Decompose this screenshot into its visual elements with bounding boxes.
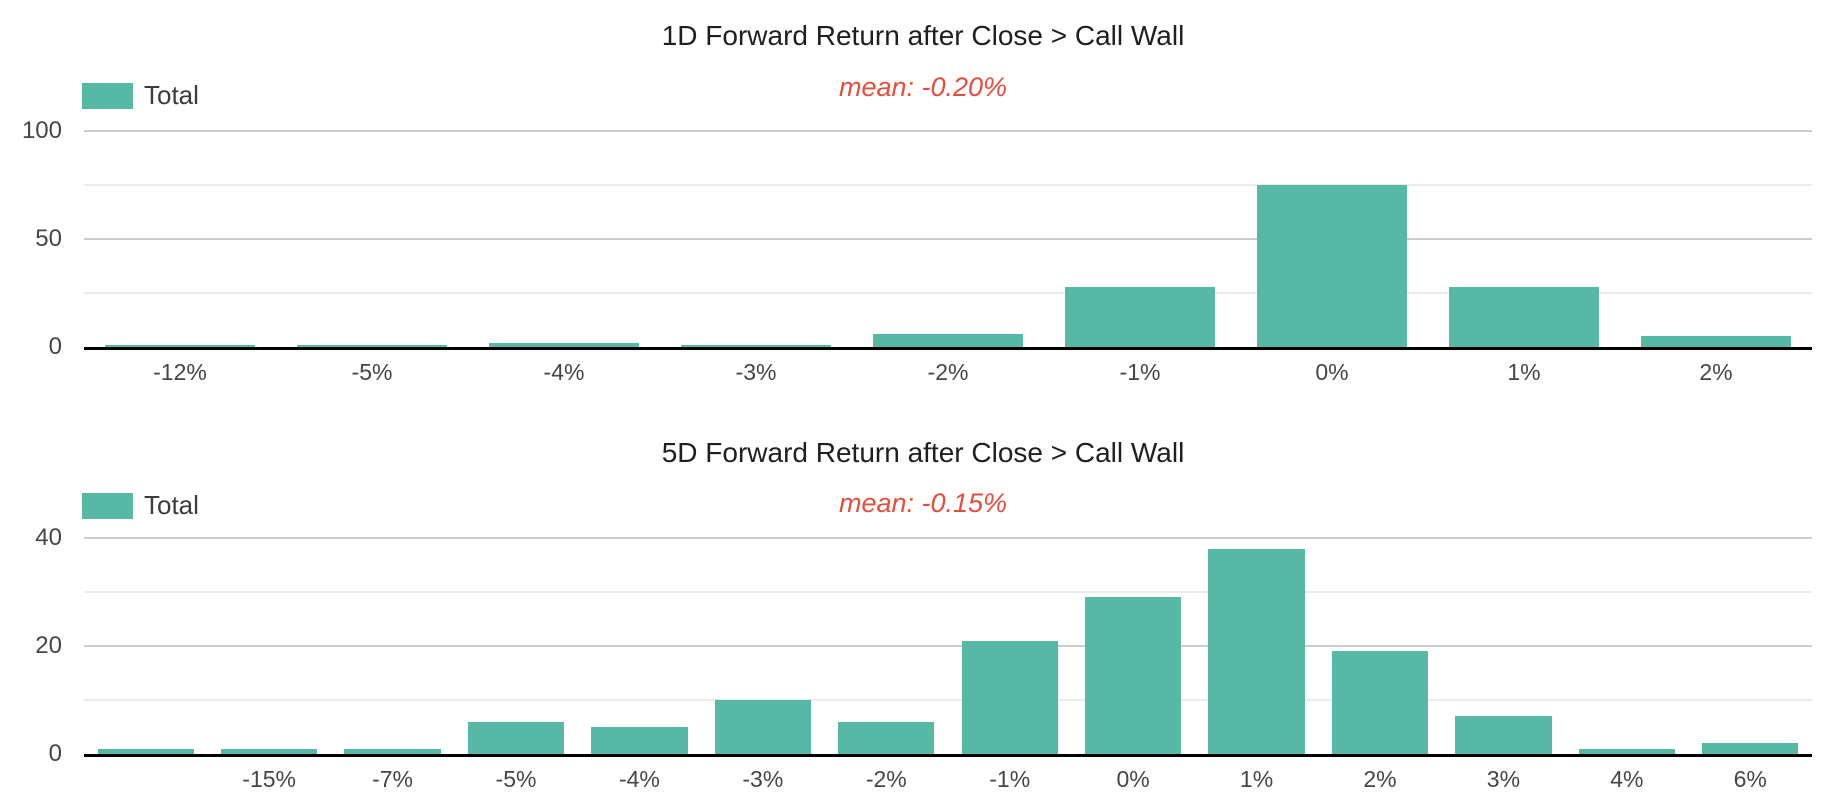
- y-axis: 0 50 100: [0, 118, 62, 360]
- bar: [1257, 185, 1407, 347]
- bar: [961, 640, 1058, 754]
- y-tick-label: 0: [48, 333, 62, 360]
- x-tick-label: -4%: [543, 359, 585, 385]
- bar: [467, 721, 565, 754]
- x-tick-label: 1%: [1507, 359, 1541, 385]
- legend-swatch-icon: [82, 82, 133, 109]
- x-tick-label: -3%: [735, 359, 777, 385]
- x-tick-label: 3%: [1486, 766, 1521, 792]
- x-tick-label: 1%: [1239, 766, 1274, 792]
- chart-title: 1D Forward Return after Close > Call Wal…: [661, 20, 1185, 51]
- y-tick-label: 40: [35, 524, 62, 551]
- plot-area: -15% -7% -5% -4% -3% -2% -1% 0% 1% 2% 3% 4% 6%: [84, 537, 1812, 792]
- bar: [344, 748, 441, 754]
- x-tick-label: -2%: [927, 359, 969, 385]
- x-tick-label: 6%: [1733, 766, 1767, 792]
- chart-5d-forward-return: 5D Forward Return after Close > Call Wal…: [0, 404, 1846, 808]
- bar: [873, 334, 1023, 347]
- chart-title: 5D Forward Return after Close > Call Wal…: [661, 437, 1185, 468]
- chart-legend: Total: [82, 490, 199, 521]
- bar: [105, 344, 255, 347]
- bar: [297, 344, 447, 347]
- bar: [1331, 651, 1429, 754]
- bar: [681, 344, 831, 347]
- y-tick-label: 50: [35, 225, 62, 252]
- legend-swatch-icon: [82, 492, 133, 519]
- x-tick-label: -5%: [351, 359, 393, 385]
- plot-area: -12% -5% -4% -3% -2% -1% 0% 1% 2%: [84, 130, 1812, 385]
- major-gridline: [84, 238, 1812, 240]
- bar: [1455, 716, 1552, 754]
- bar: [1208, 548, 1305, 754]
- x-tick-label: 4%: [1610, 766, 1644, 792]
- bar: [1578, 748, 1675, 754]
- x-tick-label: -4%: [618, 766, 660, 792]
- x-tick-label: -7%: [372, 766, 413, 792]
- major-gridline: [84, 130, 1812, 132]
- minor-gridline: [84, 184, 1812, 186]
- y-tick-label: 100: [21, 117, 62, 144]
- legend-label: Total: [144, 80, 199, 110]
- y-axis: 0 20 40: [0, 525, 62, 767]
- y-tick-label: 0: [48, 740, 62, 767]
- x-tick-label: 2%: [1699, 359, 1733, 385]
- mean-annotation: mean: -0.15%: [838, 488, 1008, 518]
- minor-gridline: [84, 292, 1812, 294]
- major-gridline: [84, 645, 1812, 647]
- x-tick-label: 0%: [1315, 359, 1349, 385]
- x-tick-label: -15%: [242, 766, 296, 792]
- chart-legend: Total: [82, 80, 199, 111]
- x-tick-label: 0%: [1116, 766, 1150, 792]
- x-tick-label: -1%: [989, 766, 1031, 792]
- x-tick-label: 2%: [1363, 766, 1397, 792]
- x-tick-label: -2%: [865, 766, 907, 792]
- minor-gridline: [84, 591, 1812, 593]
- bar: [1702, 743, 1799, 754]
- legend-label: Total: [144, 490, 199, 520]
- bar: [1065, 286, 1215, 347]
- mean-annotation: mean: -0.20%: [838, 72, 1008, 102]
- x-tick-label: -12%: [153, 359, 207, 385]
- y-tick-label: 20: [35, 632, 62, 659]
- bar: [591, 727, 688, 754]
- bar: [221, 748, 318, 754]
- x-tick-label: -1%: [1119, 359, 1161, 385]
- chart-1d-forward-return: 1D Forward Return after Close > Call Wal…: [0, 20, 1812, 385]
- bar: [97, 748, 194, 754]
- x-tick-label: -5%: [495, 766, 537, 792]
- major-gridline: [84, 537, 1812, 539]
- bar: [1641, 336, 1791, 347]
- x-tick-label: -3%: [742, 766, 784, 792]
- bar: [838, 721, 935, 754]
- bar: [714, 700, 811, 754]
- minor-gridline: [84, 699, 1812, 701]
- bar: [1449, 286, 1599, 347]
- bar: [1085, 597, 1182, 754]
- bar: [489, 342, 639, 347]
